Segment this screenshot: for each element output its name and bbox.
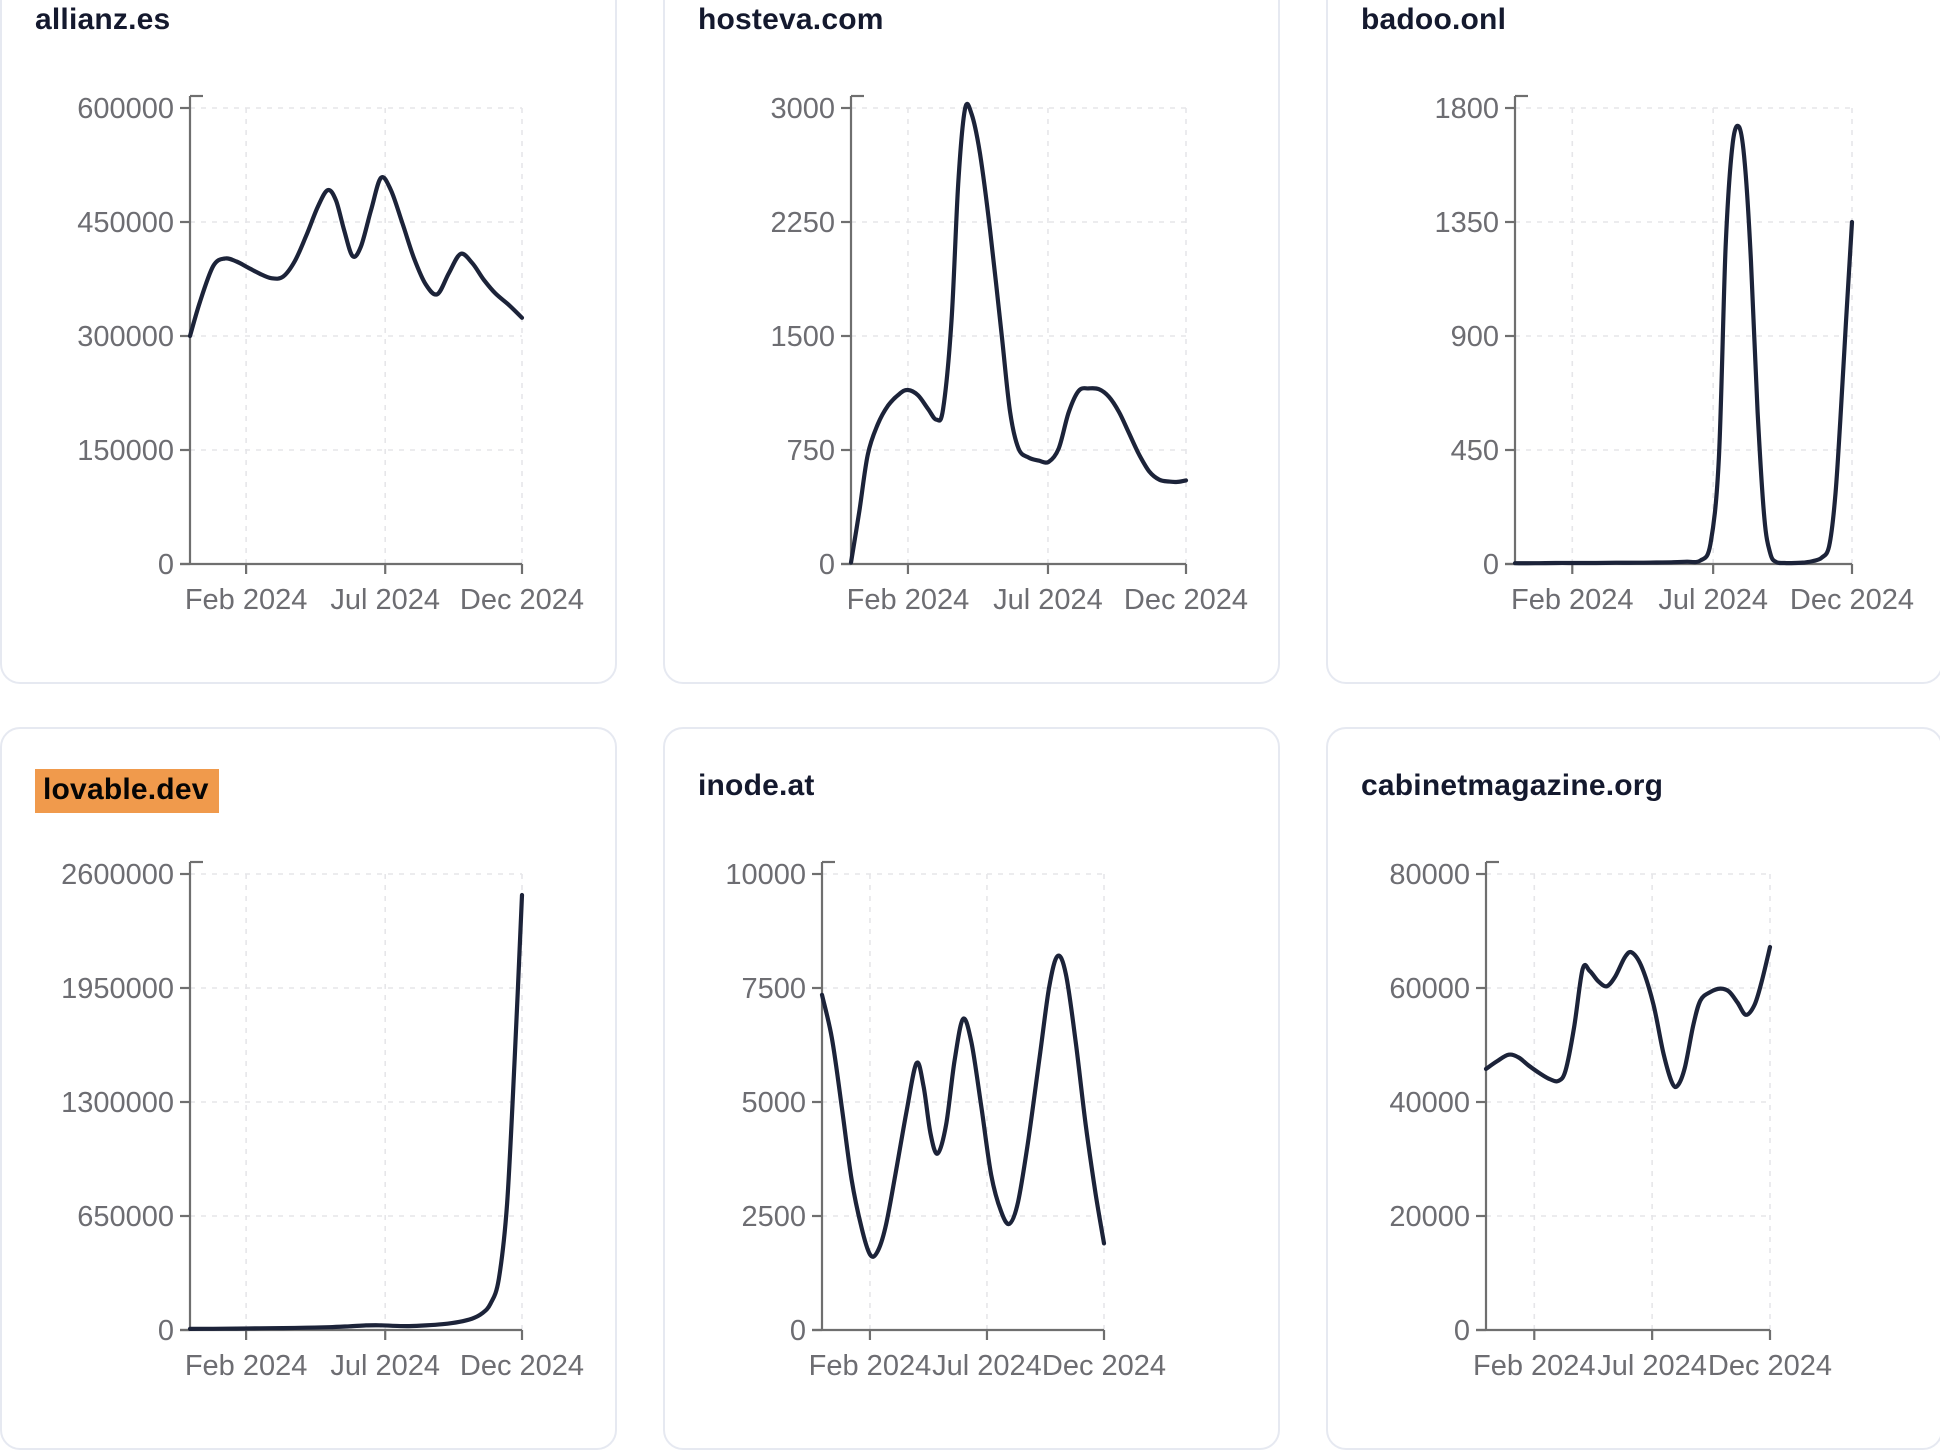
svg-text:80000: 80000 <box>1389 859 1470 891</box>
svg-text:Dec 2024: Dec 2024 <box>460 1350 584 1382</box>
line-chart-lovable-dev: 0 650000 1300000 1950000 2600000 Feb 2024 Jul … <box>3 832 614 1392</box>
line-chart-inode-at: 0 2500 5000 7500 10000 Feb 2024 Jul 2024 Dec 20… <box>666 832 1277 1392</box>
svg-text:0: 0 <box>790 1315 806 1347</box>
svg-text:Jul 2024: Jul 2024 <box>330 1350 440 1382</box>
svg-text:300000: 300000 <box>77 321 174 353</box>
svg-text:Dec 2024: Dec 2024 <box>1042 1350 1166 1382</box>
line-chart-cabinetmagazine-org: 0 20000 40000 60000 80000 Feb 2024 Jul 2024 Dec… <box>1329 832 1940 1392</box>
svg-text:450000: 450000 <box>77 207 174 239</box>
chart-card-badoo-onl: badoo.onl 0 450 900 1350 1800 Feb 2024 Jul 202… <box>1326 0 1940 684</box>
svg-text:60000: 60000 <box>1389 973 1470 1005</box>
card-title-row: allianz.es <box>35 3 170 37</box>
svg-text:Jul 2024: Jul 2024 <box>1597 1350 1707 1382</box>
card-title-row: hosteva.com <box>698 3 884 37</box>
svg-text:Jul 2024: Jul 2024 <box>932 1350 1042 1382</box>
svg-text:900: 900 <box>1451 321 1499 353</box>
svg-text:150000: 150000 <box>77 435 174 467</box>
chart-card-hosteva-com: hosteva.com 0 750 1500 2250 3000 Feb 2024 Jul … <box>663 0 1280 684</box>
svg-text:1300000: 1300000 <box>61 1087 174 1119</box>
card-title-row: cabinetmagazine.org <box>1361 769 1663 803</box>
line-chart-hosteva-com: 0 750 1500 2250 3000 Feb 2024 Jul 2024 Dec 2024 <box>666 66 1277 626</box>
svg-text:Jul 2024: Jul 2024 <box>993 584 1103 616</box>
card-title-row: badoo.onl <box>1361 3 1506 37</box>
chart-card-allianz-es: allianz.es 0 150000 300000 450000 600000 Feb … <box>0 0 617 684</box>
chart-title: inode.at <box>698 769 815 802</box>
svg-text:Jul 2024: Jul 2024 <box>330 584 440 616</box>
svg-text:450: 450 <box>1451 435 1499 467</box>
svg-text:1500: 1500 <box>770 321 835 353</box>
svg-text:Feb 2024: Feb 2024 <box>847 584 970 616</box>
svg-text:Dec 2024: Dec 2024 <box>1124 584 1248 616</box>
svg-text:1800: 1800 <box>1434 93 1499 125</box>
chart-title-highlighted: lovable.dev <box>35 769 219 813</box>
svg-text:1350: 1350 <box>1434 207 1499 239</box>
svg-text:Feb 2024: Feb 2024 <box>185 584 308 616</box>
svg-text:Feb 2024: Feb 2024 <box>809 1350 932 1382</box>
svg-text:Dec 2024: Dec 2024 <box>1790 584 1914 616</box>
chart-title: allianz.es <box>35 3 171 36</box>
svg-text:Dec 2024: Dec 2024 <box>1708 1350 1832 1382</box>
svg-text:40000: 40000 <box>1389 1087 1470 1119</box>
chart-card-cabinetmagazine-org: cabinetmagazine.org 0 20000 40000 60000 8000… <box>1326 727 1940 1450</box>
svg-text:0: 0 <box>1483 549 1499 581</box>
line-chart-badoo-onl: 0 450 900 1350 1800 Feb 2024 Jul 2024 Dec 2024 <box>1329 66 1940 626</box>
chart-card-inode-at: inode.at 0 2500 5000 7500 10000 Feb 2024 Jul 2… <box>663 727 1280 1450</box>
svg-text:20000: 20000 <box>1389 1201 1470 1233</box>
svg-text:2250: 2250 <box>770 207 835 239</box>
svg-text:7500: 7500 <box>741 973 806 1005</box>
svg-text:Feb 2024: Feb 2024 <box>1511 584 1634 616</box>
svg-text:Dec 2024: Dec 2024 <box>460 584 584 616</box>
chart-card-lovable-dev: lovable.dev 0 650000 1300000 1950000 2600000… <box>0 727 617 1450</box>
line-chart-allianz-es: 0 150000 300000 450000 600000 Feb 2024 Jul 202… <box>3 66 614 626</box>
svg-text:650000: 650000 <box>77 1201 174 1233</box>
svg-text:600000: 600000 <box>77 93 174 125</box>
svg-text:Feb 2024: Feb 2024 <box>185 1350 308 1382</box>
chart-title: cabinetmagazine.org <box>1361 769 1664 802</box>
chart-title: badoo.onl <box>1361 3 1507 36</box>
svg-text:0: 0 <box>158 1315 174 1347</box>
svg-text:0: 0 <box>158 549 174 581</box>
svg-text:Feb 2024: Feb 2024 <box>1473 1350 1596 1382</box>
svg-text:750: 750 <box>787 435 835 467</box>
svg-text:2500: 2500 <box>741 1201 806 1233</box>
svg-text:5000: 5000 <box>741 1087 806 1119</box>
svg-text:1950000: 1950000 <box>61 973 174 1005</box>
svg-text:0: 0 <box>819 549 835 581</box>
svg-text:3000: 3000 <box>770 93 835 125</box>
card-title-row: lovable.dev <box>35 769 219 813</box>
svg-text:Jul 2024: Jul 2024 <box>1658 584 1768 616</box>
svg-text:0: 0 <box>1454 1315 1470 1347</box>
chart-title: hosteva.com <box>698 3 884 36</box>
svg-text:10000: 10000 <box>725 859 806 891</box>
svg-text:2600000: 2600000 <box>61 859 174 891</box>
card-title-row: inode.at <box>698 769 815 803</box>
